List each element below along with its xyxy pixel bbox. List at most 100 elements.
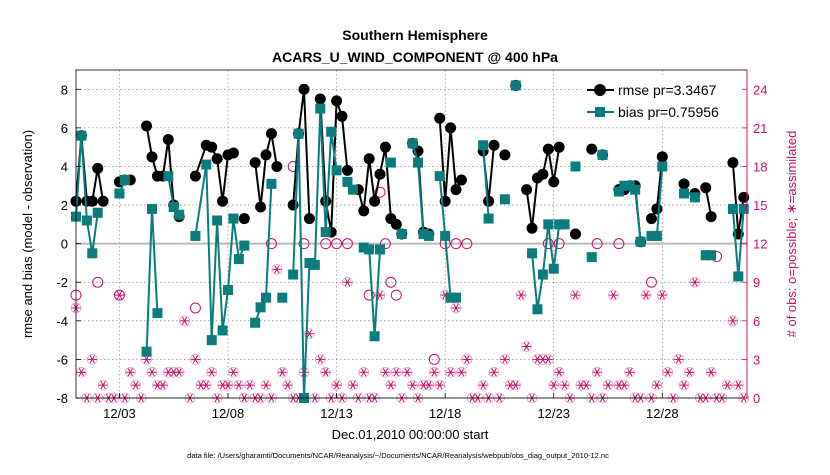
- rmse-point: [586, 143, 598, 155]
- x-axis-label: Dec.01,2010 00:00:00 start: [332, 427, 489, 442]
- bias-point: [630, 184, 641, 195]
- y-right-tick-label: 15: [753, 198, 767, 213]
- obs-assimilated-point: [97, 379, 109, 391]
- bias-point: [418, 229, 429, 239]
- bias-point: [364, 244, 375, 255]
- obs-assimilated-point: [651, 379, 663, 391]
- bias-point: [315, 103, 326, 114]
- obs-assimilated-point: [206, 366, 218, 378]
- bias-point: [331, 165, 342, 176]
- obs-assimilated-point: [374, 289, 386, 301]
- chart-subtitle: ACARS_U_WIND_COMPONENT @ 400 hPa: [272, 49, 558, 65]
- grid: [76, 70, 747, 399]
- bias-point: [87, 248, 98, 259]
- bias-point: [445, 292, 456, 303]
- bias-point: [657, 161, 668, 172]
- bias-point: [76, 130, 87, 141]
- obs-assimilated-point: [553, 366, 565, 378]
- bias-point: [168, 201, 179, 212]
- obs-assimilated-point: [114, 289, 125, 301]
- obs-assimilated-point: [228, 366, 239, 378]
- obs-possible-point: [461, 238, 473, 250]
- rmse-point: [320, 195, 332, 207]
- rmse-point: [738, 191, 750, 203]
- legend-rmse-marker: [594, 84, 606, 96]
- obs-possible-point: [591, 238, 603, 250]
- obs-assimilated-point: [619, 379, 630, 391]
- rmse-point: [445, 122, 457, 134]
- obs-possible-point: [298, 238, 310, 250]
- rmse-point: [249, 157, 261, 169]
- obs-assimilated-point: [499, 354, 511, 365]
- obs-possible-point: [320, 238, 332, 250]
- bias-point: [309, 259, 320, 270]
- legend: rmse pr=3.3467 bias pr=0.75956: [582, 75, 742, 123]
- obs-assimilated-point: [608, 289, 619, 301]
- bias-point: [624, 180, 635, 191]
- bias-point: [527, 248, 538, 259]
- obs-assimilated-point: [733, 379, 744, 391]
- bias-point: [727, 203, 738, 214]
- rmse-point: [455, 174, 467, 186]
- rmse-point: [238, 213, 250, 225]
- obs-assimilated-point: [222, 379, 234, 391]
- obs-assimilated-point: [331, 379, 342, 391]
- bias-point: [266, 178, 277, 189]
- rmse-point: [298, 83, 310, 95]
- bias-point: [537, 269, 548, 280]
- obs-assimilated-point: [390, 366, 402, 378]
- y-right-tick-label: 12: [753, 237, 767, 252]
- bias-point: [326, 126, 337, 137]
- obs-assimilated-point: [276, 366, 288, 378]
- rmse-point: [390, 218, 402, 230]
- rmse-point: [705, 211, 717, 223]
- obs-assimilated-point: [146, 366, 158, 378]
- rmse-point: [86, 195, 98, 207]
- bias-point: [147, 203, 158, 214]
- obs-possible-point: [450, 238, 462, 250]
- y-right-tick-label: 9: [753, 275, 760, 290]
- y-right-tick-label: 3: [753, 352, 760, 367]
- obs-assimilated-point: [304, 328, 315, 339]
- obs-assimilated-point: [200, 379, 212, 391]
- rmse-point: [217, 195, 229, 207]
- rmse-point: [336, 110, 348, 122]
- rmse-point: [141, 120, 153, 132]
- obs-assimilated-point: [423, 379, 435, 391]
- obs-assimilated-point: [722, 379, 733, 391]
- rmse-point: [727, 157, 739, 169]
- obs-possible-point: [390, 289, 402, 301]
- rmse-point: [211, 153, 223, 165]
- obs-assimilated-point: [705, 366, 717, 378]
- x-tick-label: 12/03: [103, 406, 136, 421]
- obs-assimilated-point: [124, 366, 136, 378]
- rmse-point: [255, 201, 267, 213]
- rmse-point: [146, 151, 158, 163]
- obs-assimilated-point: [173, 366, 185, 378]
- rmse-point: [369, 195, 381, 207]
- obs-assimilated-point: [548, 379, 560, 391]
- y-left-tick-label: -4: [56, 314, 68, 329]
- rmse-point: [651, 203, 663, 215]
- obs-assimilated-point: [401, 366, 413, 378]
- rmse-point: [483, 195, 495, 207]
- y-axis-label-left: rmse and bias (model - observation): [20, 130, 35, 338]
- plot-area: [76, 70, 747, 398]
- obs-assimilated-point: [602, 379, 614, 391]
- bias-point: [635, 236, 646, 247]
- rmse-point: [260, 149, 272, 161]
- rmse-point: [542, 143, 554, 155]
- bias-point: [255, 302, 266, 313]
- bias-point: [483, 213, 494, 224]
- bias-point: [375, 244, 386, 255]
- obs-assimilated-point: [347, 379, 359, 391]
- rmse-point: [363, 153, 375, 165]
- obs-possible-point: [542, 238, 554, 250]
- rmse-point: [374, 168, 386, 180]
- bias-point: [347, 184, 358, 195]
- obs-assimilated-point: [244, 379, 256, 391]
- bias-point: [190, 230, 201, 241]
- rmse-point: [526, 222, 538, 234]
- rmse-point: [162, 133, 174, 145]
- obs-assimilated-point: [461, 354, 473, 365]
